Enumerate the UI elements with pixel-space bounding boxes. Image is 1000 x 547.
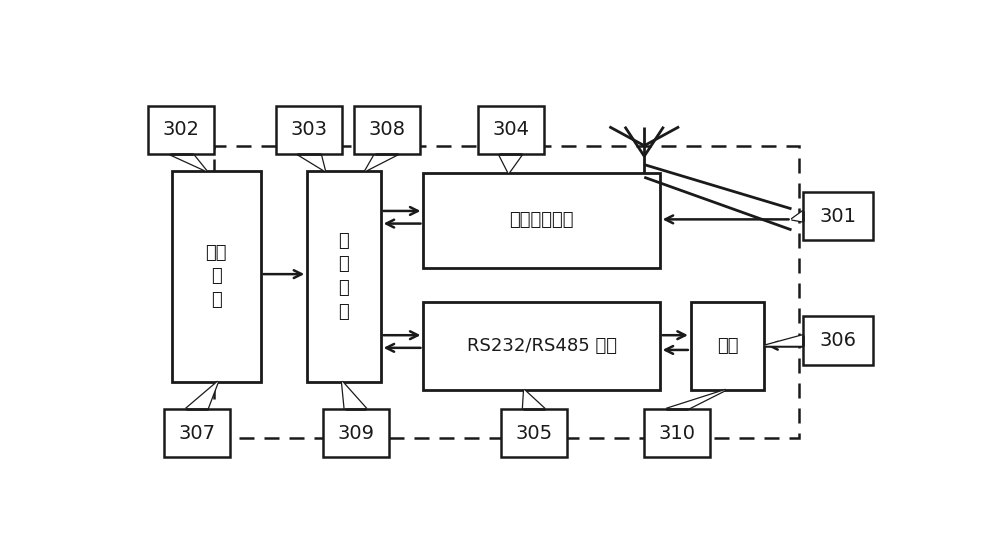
Polygon shape (499, 154, 522, 173)
Text: 无线通信模块: 无线通信模块 (509, 212, 574, 229)
Text: 微
处
理
器: 微 处 理 器 (339, 232, 349, 321)
Text: 接口: 接口 (717, 337, 738, 355)
Polygon shape (523, 390, 545, 409)
Text: 305: 305 (515, 423, 552, 443)
Bar (423, 301, 660, 390)
Polygon shape (764, 335, 803, 346)
Polygon shape (666, 390, 726, 409)
Bar (172, 171, 261, 382)
Bar (354, 106, 420, 154)
Text: 302: 302 (163, 120, 200, 139)
Polygon shape (186, 382, 218, 409)
Polygon shape (170, 154, 206, 171)
Bar (478, 106, 544, 154)
Polygon shape (365, 154, 398, 171)
Bar (164, 409, 230, 457)
Text: 306: 306 (820, 331, 856, 350)
Bar (307, 171, 381, 382)
Bar (803, 316, 873, 365)
Bar (501, 409, 567, 457)
Bar (214, 146, 799, 438)
Bar (276, 106, 342, 154)
Polygon shape (792, 211, 803, 222)
Bar (644, 409, 710, 457)
Polygon shape (297, 154, 325, 171)
Text: 309: 309 (337, 423, 374, 443)
Bar (691, 301, 764, 390)
Polygon shape (342, 382, 366, 409)
Text: RS232/RS485 模块: RS232/RS485 模块 (467, 337, 617, 355)
Text: 307: 307 (178, 423, 215, 443)
Text: 303: 303 (291, 120, 328, 139)
Text: 308: 308 (368, 120, 405, 139)
Text: 电源
模
块: 电源 模 块 (205, 243, 227, 309)
Bar (323, 409, 388, 457)
Bar (803, 192, 873, 241)
Bar (148, 106, 214, 154)
Text: 304: 304 (492, 120, 529, 139)
Text: 301: 301 (820, 207, 856, 226)
Bar (423, 173, 660, 268)
Text: 310: 310 (659, 423, 696, 443)
